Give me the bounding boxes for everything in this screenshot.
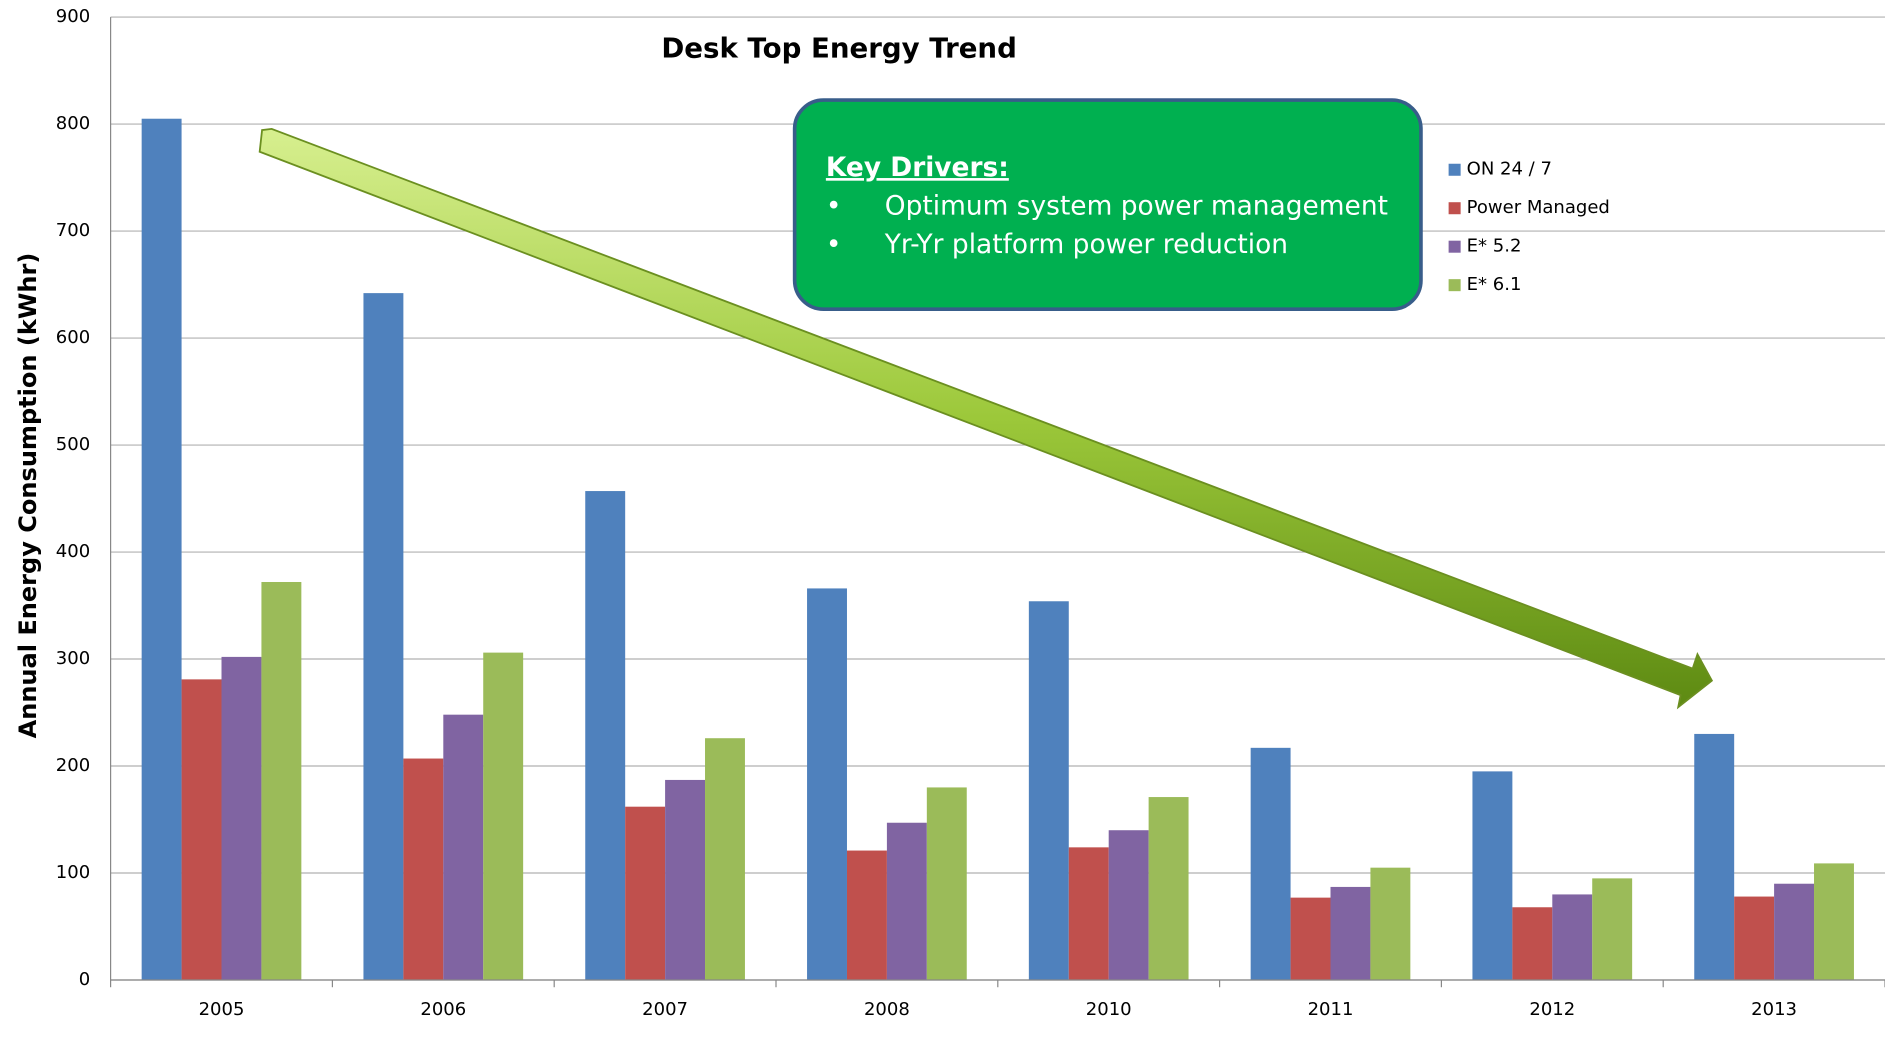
bar <box>363 293 404 981</box>
bar <box>1370 867 1411 981</box>
bar <box>443 714 484 981</box>
bar <box>1512 907 1553 981</box>
y-tick-label: 400 <box>56 541 90 562</box>
bar <box>926 787 967 981</box>
y-tick-label: 500 <box>56 434 90 455</box>
bar <box>1472 771 1513 981</box>
bar <box>1694 733 1735 981</box>
bar <box>625 806 666 981</box>
bar <box>807 588 847 981</box>
bar <box>1552 894 1593 981</box>
bar <box>181 679 222 981</box>
bar <box>221 656 262 981</box>
bar <box>1108 830 1149 981</box>
bar <box>483 652 524 981</box>
chart-title: Desk Top Energy Trend <box>661 32 1017 65</box>
legend-label: E* 5.2 <box>1467 236 1522 257</box>
legend-label: Power Managed <box>1467 197 1610 218</box>
legend-swatch <box>1448 279 1461 292</box>
x-tick-label: 2013 <box>1751 999 1797 1020</box>
x-tick-label: 2011 <box>1308 999 1354 1020</box>
legend-swatch <box>1448 163 1461 176</box>
bar <box>1250 747 1291 981</box>
trend-arrow <box>258 127 1714 710</box>
legend-label: ON 24 / 7 <box>1467 159 1552 180</box>
grid: 0 100 200 300 400 500 600 700 800 900 2005 2006 2007… <box>56 6 1885 1020</box>
legend: ON 24 / 7 Power Managed E* 5.2 E* 6.1 <box>1448 159 1610 295</box>
y-tick-label: 600 <box>56 327 90 348</box>
x-tick-label: 2010 <box>1086 999 1132 1020</box>
bar <box>1028 601 1069 981</box>
y-tick-label: 100 <box>56 862 90 883</box>
bar <box>403 758 444 981</box>
bar <box>1068 847 1109 981</box>
y-tick-label: 900 <box>56 6 90 27</box>
x-tick-label: 2006 <box>420 999 466 1020</box>
legend-label: E* 6.1 <box>1467 274 1522 295</box>
legend-swatch <box>1448 240 1461 253</box>
bar <box>1592 878 1633 981</box>
bullet: • <box>826 191 842 222</box>
y-tick-label: 700 <box>56 220 90 241</box>
bar <box>1330 886 1371 981</box>
x-tick-label: 2008 <box>864 999 910 1020</box>
legend-swatch <box>1448 202 1461 215</box>
y-tick-label: 0 <box>79 969 90 990</box>
bar <box>1734 896 1775 981</box>
annotation-box <box>792 98 1423 312</box>
bullet: • <box>826 229 842 260</box>
bar <box>665 779 706 981</box>
bar <box>1814 863 1854 981</box>
annotation-item: Yr-Yr platform power reduction <box>884 229 1288 260</box>
y-tick-label: 800 <box>56 113 90 134</box>
x-tick-label: 2007 <box>642 999 688 1020</box>
annotation-item: Optimum system power management <box>885 191 1388 222</box>
bar <box>846 850 887 981</box>
bar <box>1774 883 1815 981</box>
bar <box>1148 797 1189 981</box>
annotation-title: Key Drivers: <box>826 152 1009 183</box>
bar <box>141 118 182 981</box>
x-tick-label: 2005 <box>199 999 245 1020</box>
y-axis-label: Annual Energy Consumption (kWhr) <box>14 253 42 739</box>
bar <box>1290 897 1331 981</box>
bars <box>141 118 1854 981</box>
bar <box>585 491 626 981</box>
y-tick-label: 300 <box>56 648 90 669</box>
bar <box>261 582 302 981</box>
x-tick-label: 2012 <box>1529 999 1575 1020</box>
y-tick-label: 200 <box>56 755 90 776</box>
bar <box>886 822 927 981</box>
bar <box>705 738 745 981</box>
